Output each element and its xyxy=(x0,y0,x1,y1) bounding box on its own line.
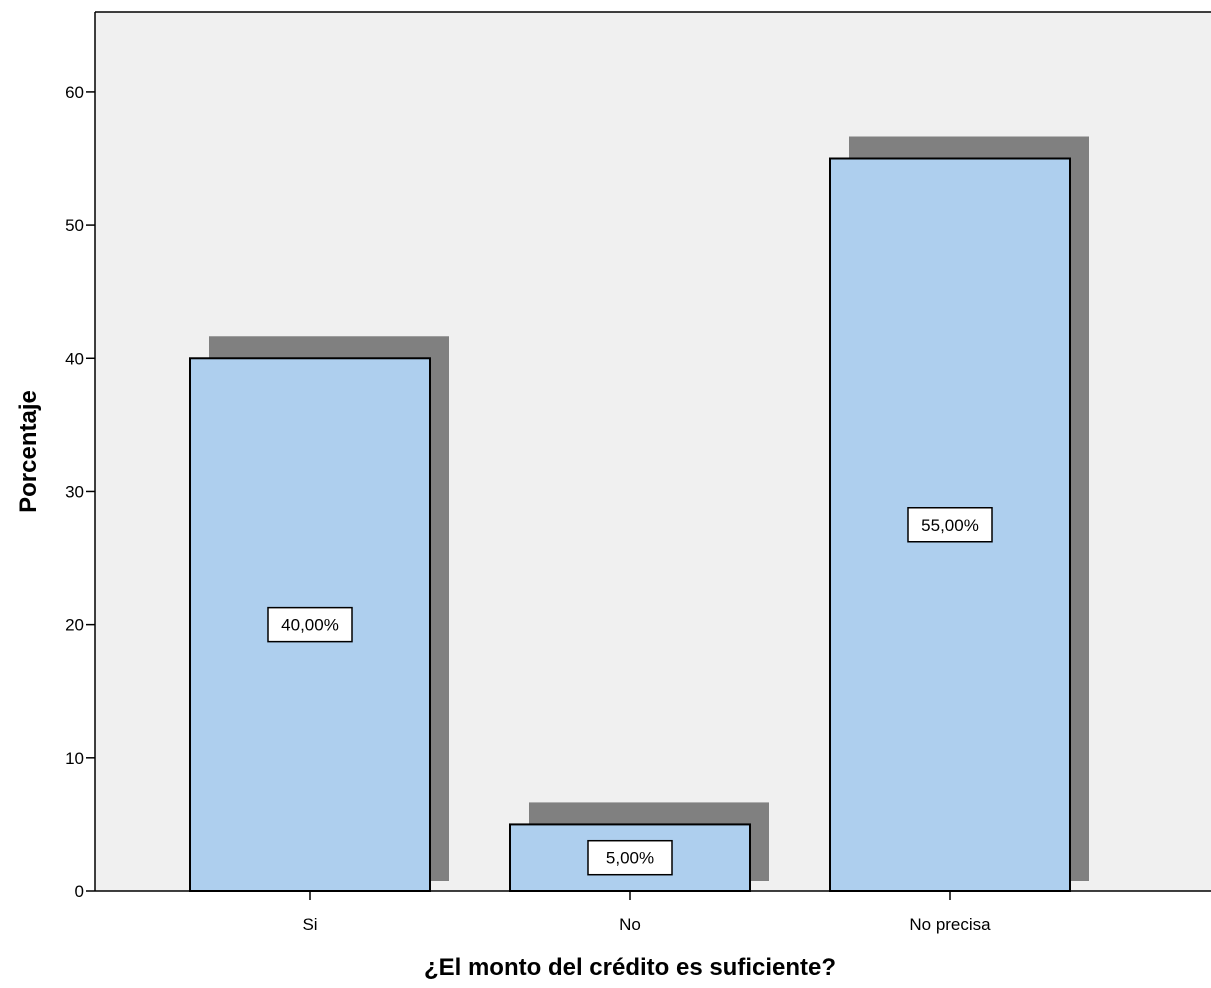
x-tick-label-1: No xyxy=(619,915,641,934)
y-tick-label-0: 0 xyxy=(75,882,84,901)
data-labels: 40,00% 5,00% 55,00% xyxy=(267,507,993,876)
data-label-1: 5,00% xyxy=(606,849,654,868)
data-label-2: 55,00% xyxy=(921,516,979,535)
data-label-box-2 xyxy=(907,507,993,543)
y-tick-label-60: 60 xyxy=(65,83,84,102)
data-label-0: 40,00% xyxy=(281,616,339,635)
bar-no-precisa xyxy=(829,157,1071,892)
y-tick-label-10: 10 xyxy=(65,749,84,768)
data-label-box-0 xyxy=(267,606,353,643)
data-label-box-1 xyxy=(587,839,673,876)
x-tick-label-2: No precisa xyxy=(909,915,991,934)
y-tick-label-20: 20 xyxy=(65,616,84,635)
y-axis-title: Porcentaje xyxy=(15,390,42,513)
x-axis-title: ¿El monto del crédito es suficiente? xyxy=(424,954,836,981)
y-tick-label-40: 40 xyxy=(65,349,84,368)
y-tick-label-50: 50 xyxy=(65,216,84,235)
x-tick-label-0: Si xyxy=(302,915,317,934)
axes: Si No No precisa 0 10 20 30 40 50 60 xyxy=(65,11,1211,934)
y-tick-label-30: 30 xyxy=(65,482,84,501)
